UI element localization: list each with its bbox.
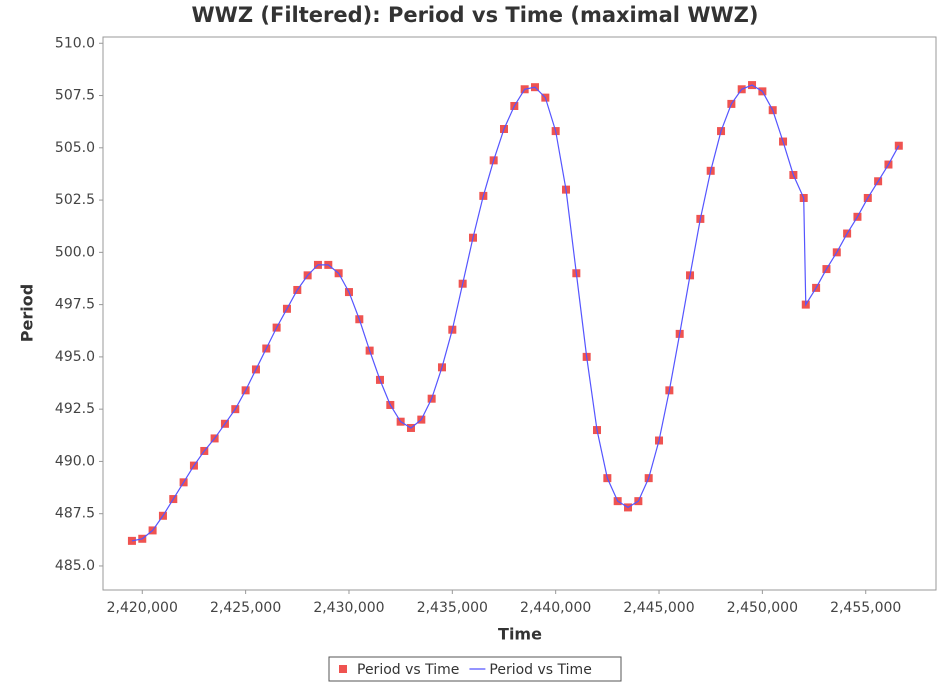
y-tick-label: 492.5 [55,401,95,417]
legend-label: Period vs Time [357,662,459,678]
y-tick-label: 495.0 [55,349,95,365]
y-tick-label: 507.5 [55,88,95,104]
y-tick-label: 497.5 [55,297,95,313]
y-tick-label: 487.5 [55,506,95,522]
y-tick-label: 490.0 [55,453,95,469]
chart-title: WWZ (Filtered): Period vs Time (maximal … [192,3,759,27]
y-tick-label: 485.0 [55,558,95,574]
y-axis-label: Period [18,284,37,342]
x-tick-label: 2,420,000 [107,600,178,616]
legend-label: Period vs Time [489,662,591,678]
series-line [131,84,900,542]
x-tick-label: 2,430,000 [313,600,384,616]
plot-area [102,36,937,591]
y-tick-label: 500.0 [55,244,95,260]
x-tick-label: 2,445,000 [623,600,694,616]
x-tick-label: 2,450,000 [727,600,798,616]
x-tick-label: 2,440,000 [520,600,591,616]
x-axis-label: Time [498,625,542,644]
y-tick-label: 502.5 [55,192,95,208]
x-tick-label: 2,455,000 [830,600,901,616]
x-tick-label: 2,435,000 [417,600,488,616]
y-tick-label: 510.0 [55,35,95,51]
legend-swatch [339,665,347,673]
x-tick-label: 2,425,000 [210,600,281,616]
y-tick-label: 505.0 [55,140,95,156]
